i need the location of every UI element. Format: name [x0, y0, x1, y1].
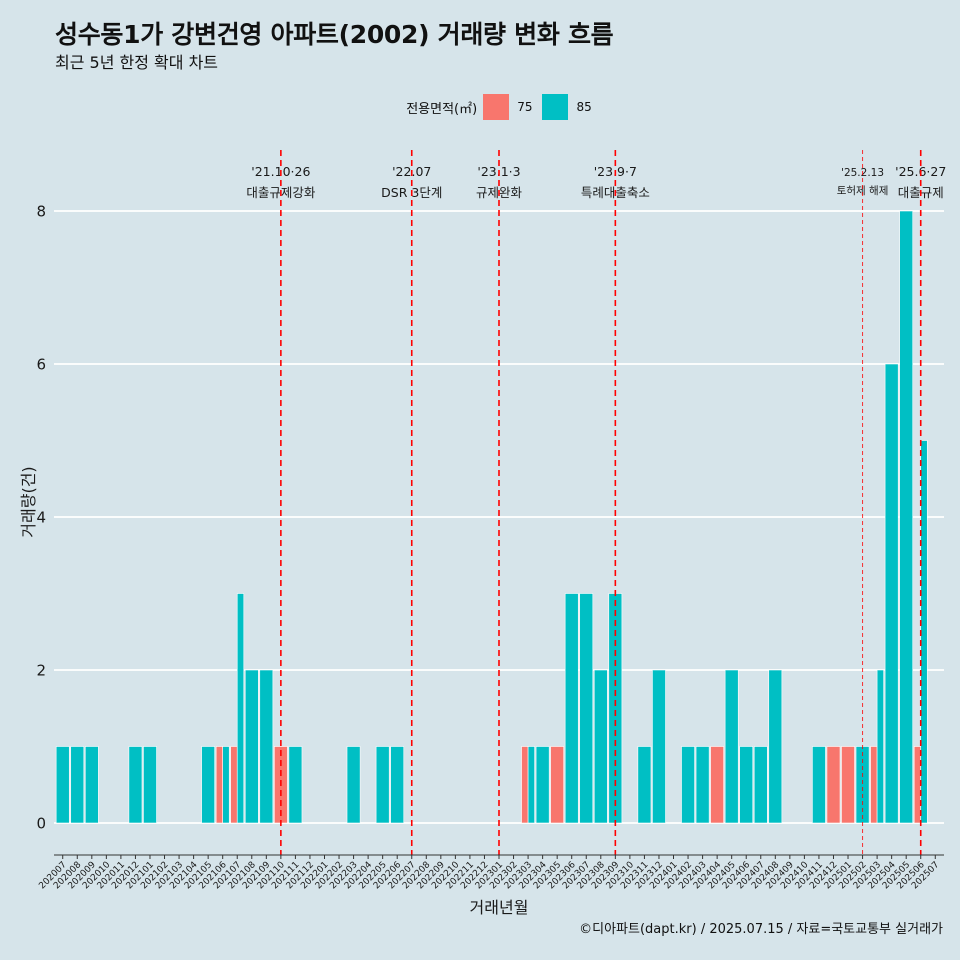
bar-75-202303 — [521, 746, 529, 824]
bar-85-202307 — [579, 593, 594, 824]
bar-85-202105 — [201, 746, 215, 824]
bar-85-202108 — [244, 669, 259, 824]
bar-85-202107 — [236, 593, 245, 824]
bar-75-202501 — [841, 746, 855, 824]
bar-85-202403 — [695, 746, 710, 824]
bar-85-202408 — [768, 669, 783, 824]
bar-85-202308 — [593, 669, 608, 824]
bar-85-202411 — [812, 746, 826, 824]
y-axis-title: 거래량(건) — [19, 466, 38, 537]
bar-85-202406 — [739, 746, 754, 824]
bar-75-202412 — [826, 746, 841, 824]
x-axis-title: 거래년월 — [470, 898, 529, 917]
bar-75-202404 — [710, 746, 724, 824]
y-tick-label: 8 — [36, 203, 46, 221]
bar-85-202303 — [527, 746, 535, 824]
chart-subtitle: 최근 5년 한정 확대 차트 — [55, 53, 219, 72]
chart-title: 성수동1가 강변건영 아파트(2002) 거래량 변화 흐름 — [55, 20, 614, 49]
bar-75-202305 — [550, 746, 565, 824]
bar-85-202312 — [652, 669, 666, 824]
bar-85-202506 — [920, 440, 928, 824]
bar-85-202306 — [564, 593, 579, 824]
legend-swatch-75 — [483, 94, 510, 120]
bar-85-202007 — [55, 746, 70, 824]
source-caption: ©디아파트(dapt.kr) / 2025.07.15 / 자료=국토교통부 실… — [579, 922, 943, 937]
bars — [55, 210, 928, 824]
y-tick-label: 4 — [36, 509, 46, 527]
bar-85-202106 — [222, 746, 230, 824]
bar-85-202504 — [884, 363, 899, 824]
x-axis: 2020072020082020092020102020112020122021… — [37, 854, 944, 891]
legend-label-85: 85 — [576, 100, 592, 114]
bar-85-202304 — [535, 746, 550, 824]
bar-85-202109 — [259, 669, 274, 824]
legend: 전용면적(㎡) 75 85 — [54, 94, 944, 120]
bar-85-202009 — [84, 746, 99, 824]
bar-85-202206 — [390, 746, 405, 824]
bar-85-202008 — [70, 746, 85, 824]
bar-85-202407 — [753, 746, 768, 824]
y-tick-label: 6 — [36, 356, 46, 374]
bar-75-202107 — [230, 746, 238, 824]
bar-85-202111 — [288, 746, 303, 824]
bar-85-202205 — [375, 746, 390, 824]
bar-75-202503 — [870, 746, 878, 824]
bar-85-202101 — [143, 746, 157, 824]
y-axis: 0 2 4 6 8 — [36, 203, 46, 833]
legend-label-75: 75 — [517, 100, 533, 114]
y-tick-label: 2 — [36, 662, 46, 680]
event-description-label: 토허제 해제 — [837, 184, 889, 197]
legend-title: 전용면적(㎡) — [406, 101, 478, 117]
bar-75-202106 — [215, 746, 223, 824]
bar-85-202203 — [346, 746, 361, 824]
bar-85-202311 — [637, 746, 652, 824]
bar-85-202309 — [608, 593, 623, 824]
y-tick-label: 0 — [36, 815, 46, 833]
bar-85-202505 — [899, 210, 914, 824]
bar-85-202503 — [876, 669, 884, 824]
legend-swatch-85 — [542, 94, 569, 120]
bar-85-202012 — [128, 746, 143, 824]
bar-75-202506 — [913, 746, 922, 824]
bar-85-202405 — [724, 669, 739, 824]
bar-85-202402 — [681, 746, 695, 824]
